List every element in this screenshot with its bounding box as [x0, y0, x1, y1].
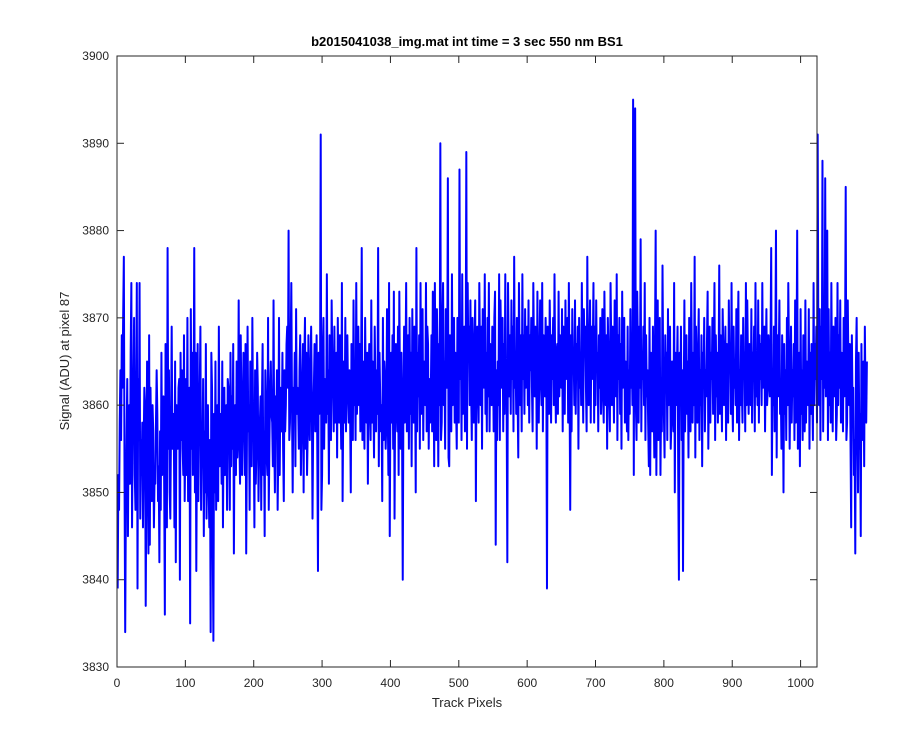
- x-tick-label: 1000: [787, 676, 814, 690]
- y-tick-label: 3890: [82, 136, 109, 150]
- x-tick-label: 800: [654, 676, 674, 690]
- x-tick-label: 600: [517, 676, 537, 690]
- chart-title: b2015041038_img.mat int time = 3 sec 550…: [311, 34, 623, 49]
- y-tick-label: 3860: [82, 398, 109, 412]
- x-tick-label: 200: [244, 676, 264, 690]
- y-tick-label: 3880: [82, 224, 109, 238]
- series-line-0: [116, 98, 868, 642]
- y-axis-label: Signal (ADU) at pixel 87: [57, 292, 72, 431]
- y-tick-label: 3840: [82, 573, 109, 587]
- x-tick-label: 0: [114, 676, 121, 690]
- y-tick-label: 3830: [82, 660, 109, 674]
- series-layer: [116, 98, 868, 642]
- x-tick-label: 900: [722, 676, 742, 690]
- x-tick-label: 500: [449, 676, 469, 690]
- y-tick-label: 3850: [82, 485, 109, 499]
- x-tick-label: 400: [380, 676, 400, 690]
- x-tick-label: 700: [586, 676, 606, 690]
- plot-frame: [116, 55, 818, 668]
- y-tick-label: 3900: [82, 49, 109, 63]
- x-tick-label: 300: [312, 676, 332, 690]
- x-axis-label: Track Pixels: [432, 695, 503, 710]
- y-tick-label: 3870: [82, 311, 109, 325]
- x-tick-label: 100: [175, 676, 195, 690]
- tick-labels-layer: 0 100 200 300 400 500 600 700 800 900 1000 3830 3840…: [82, 49, 814, 690]
